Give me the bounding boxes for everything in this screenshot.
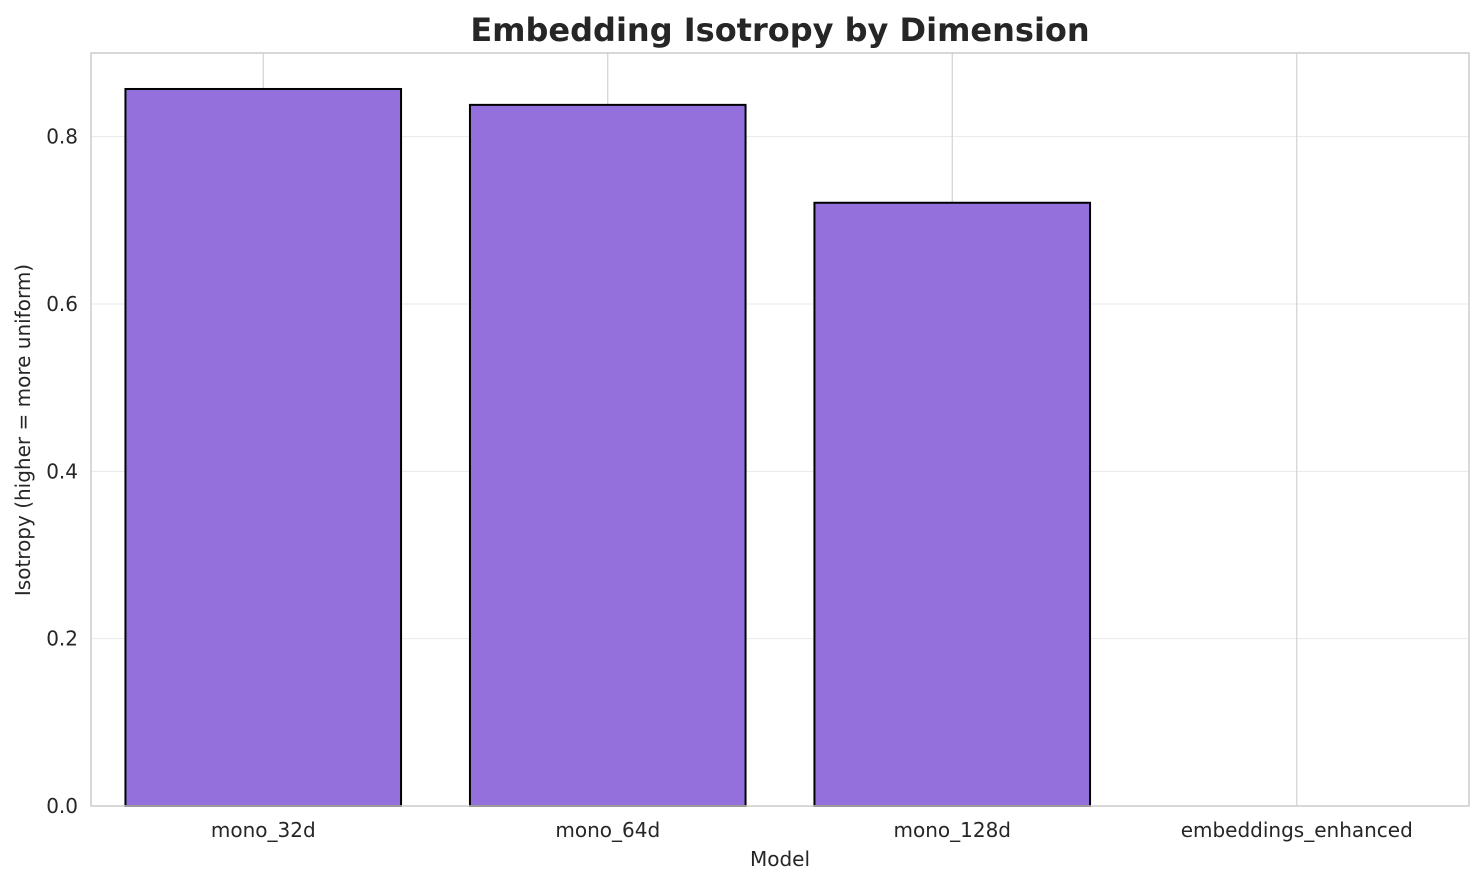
bar-mono_32d bbox=[124, 87, 403, 807]
y-tick-labels: 0.0 0.2 0.4 0.6 0.8 bbox=[46, 125, 78, 818]
x-tick-labels: mono_32d mono_64d mono_128d embeddings_enha… bbox=[211, 818, 1413, 842]
bar-mono_64d bbox=[468, 103, 747, 807]
y-tick-label: 0.8 bbox=[46, 125, 78, 149]
y-tick-label: 0.4 bbox=[46, 459, 78, 483]
y-axis-label: Isotropy (higher = more uniform) bbox=[11, 264, 35, 596]
bar-mono_128d bbox=[813, 201, 1092, 808]
y-tick-label: 0.6 bbox=[46, 292, 78, 316]
chart-title: Embedding Isotropy by Dimension bbox=[470, 11, 1089, 49]
x-tick-label: mono_32d bbox=[211, 818, 316, 842]
x-tick-label: mono_64d bbox=[555, 818, 660, 842]
x-axis-label: Model bbox=[750, 847, 810, 871]
bar-layer bbox=[124, 87, 1092, 808]
y-tick-label: 0.0 bbox=[46, 794, 78, 818]
x-tick-label: embeddings_enhanced bbox=[1181, 818, 1413, 842]
plot-frame bbox=[90, 52, 1470, 807]
x-tick-label: mono_128d bbox=[894, 818, 1012, 842]
y-tick-label: 0.2 bbox=[46, 627, 78, 651]
